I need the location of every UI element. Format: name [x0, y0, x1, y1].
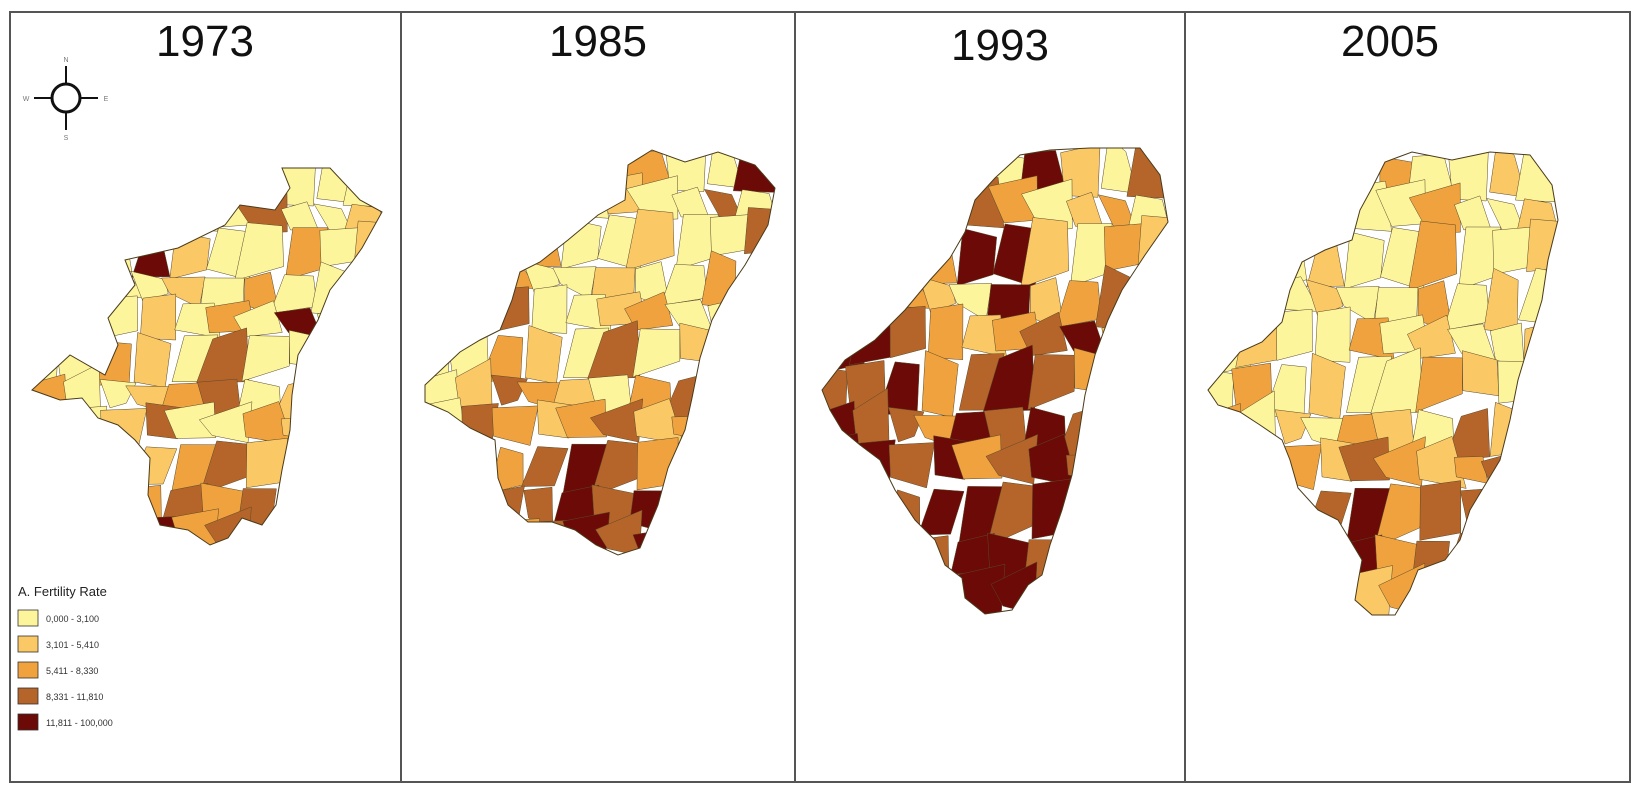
- district-cell: [1343, 231, 1385, 290]
- map-outline-1993: [821, 147, 1169, 615]
- panel-title-2005: 2005: [1341, 17, 1439, 66]
- panel-title-1985: 1985: [549, 17, 647, 66]
- compass-north-label: N: [63, 57, 68, 64]
- district-cell: [1027, 354, 1075, 411]
- district-cell: [1276, 308, 1313, 361]
- district-cell: [1419, 480, 1461, 541]
- district-cell: [590, 440, 648, 498]
- legend-label: 3,101 - 5,410: [46, 640, 99, 650]
- compass-circle: [50, 82, 82, 114]
- district-cell: [918, 276, 956, 314]
- compass-south-label: S: [64, 135, 69, 142]
- district-cell: [521, 446, 569, 487]
- district-cell: [1305, 279, 1343, 317]
- district-cell: [986, 481, 1043, 547]
- legend-item: 3,101 - 5,410: [17, 635, 99, 653]
- district-cell: [1020, 217, 1069, 288]
- district-cell: [1408, 220, 1458, 292]
- legend-label: 5,411 - 8,330: [46, 666, 98, 676]
- district-cell: [625, 208, 675, 271]
- district-cell: [888, 442, 935, 489]
- compass-east-label: E: [104, 96, 109, 103]
- map-outline-2005: [1207, 151, 1559, 616]
- map-outline-1985: [424, 149, 776, 556]
- legend-item: 5,411 - 8,330: [17, 661, 98, 679]
- district-cell: [522, 260, 560, 294]
- district-cell: [632, 328, 681, 378]
- legend-item: 0,000 - 3,100: [17, 609, 99, 627]
- compass-rose: N S E W: [23, 57, 109, 142]
- legend-label: 8,331 - 11,810: [46, 692, 103, 702]
- legend-title: A. Fertility Rate: [18, 584, 107, 599]
- district-cell: [555, 398, 607, 438]
- panel-title-1973: 1973: [156, 17, 254, 66]
- compass-west-label: W: [23, 96, 30, 103]
- district-cell: [130, 270, 169, 302]
- legend-swatch: [17, 713, 39, 731]
- legend-swatch: [17, 609, 39, 627]
- district-cell: [1373, 483, 1431, 549]
- district-cell: [163, 401, 216, 439]
- legend-item: 8,331 - 11,810: [17, 687, 103, 705]
- map-outline-1973: [31, 167, 383, 546]
- legend-label: 11,811 - 100,000: [46, 718, 113, 728]
- legend-label: 0,000 - 3,100: [46, 614, 99, 624]
- district-cell: [951, 434, 1003, 480]
- district-cell: [1338, 436, 1390, 482]
- district-cell: [1314, 306, 1351, 363]
- district-cell: [531, 284, 568, 334]
- district-cell: [491, 405, 539, 446]
- district-cell: [927, 303, 964, 360]
- legend-swatch: [17, 661, 39, 679]
- district-cell: [889, 305, 926, 359]
- district-cell: [956, 228, 997, 287]
- district-cell: [139, 293, 177, 341]
- legend-swatch: [17, 635, 39, 653]
- legend-item: 11,811 - 100,000: [17, 713, 113, 731]
- legend-swatch: [17, 687, 39, 705]
- legend: A. Fertility Rate 0,000 - 3,100 3,101 - …: [17, 584, 113, 731]
- panel-title-1993: 1993: [951, 21, 1049, 70]
- district-cell: [1416, 436, 1467, 489]
- district-cell: [1415, 356, 1463, 413]
- district-cell: [234, 222, 284, 281]
- district-cell: [917, 488, 965, 536]
- district-cell: [199, 440, 258, 495]
- district-cell: [241, 335, 290, 382]
- district-cell: [595, 509, 643, 555]
